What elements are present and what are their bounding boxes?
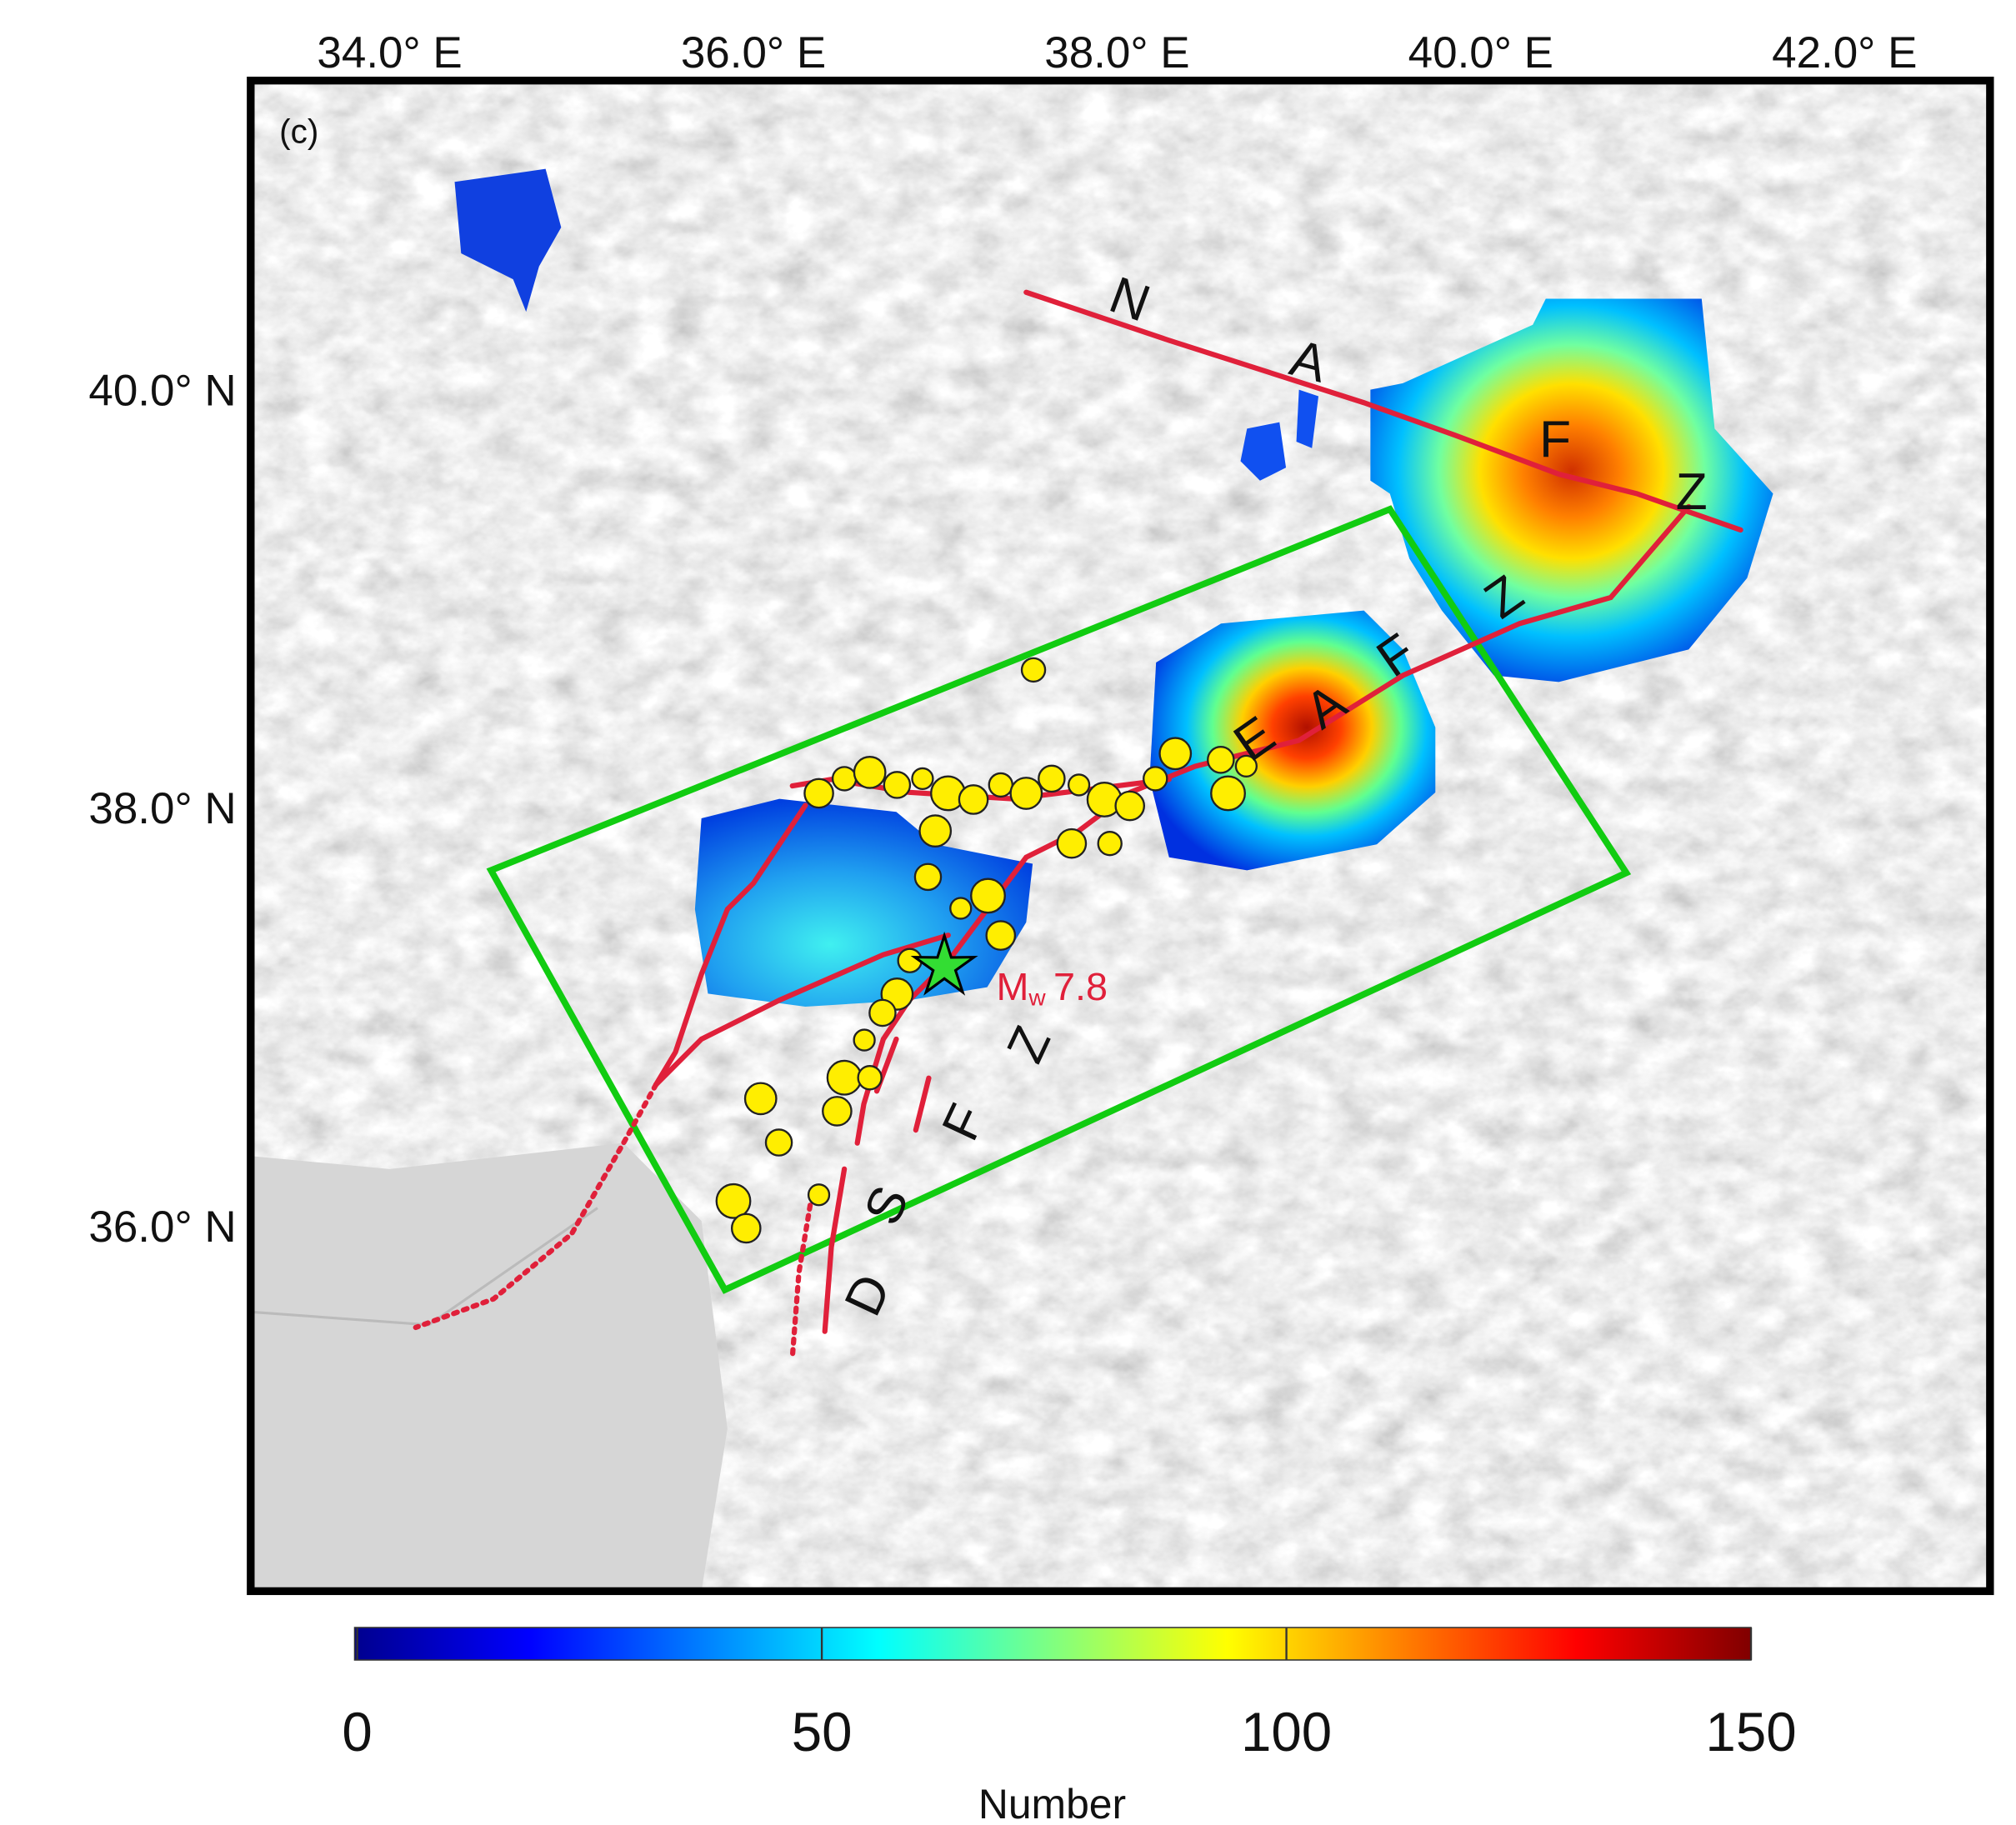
colorbar-ticks: 0 50 100 150: [342, 1628, 1797, 1762]
patch-nafz: [1370, 298, 1773, 682]
longitude-tick-label: 36.0° E: [681, 28, 826, 78]
fault-label-nafz-f: F: [1539, 412, 1571, 469]
aftershock-marker: [743, 1082, 778, 1116]
latitude-tick-label: 38.0° N: [88, 784, 236, 833]
colorbar: [353, 1627, 1752, 1661]
patch-small-north: [1240, 389, 1319, 481]
fault-western-branch: [653, 802, 808, 1088]
aftershock-marker: [1210, 775, 1246, 812]
longitude-ticks: 34.0° E 36.0° E 38.0° E 40.0° E 42.0° E: [317, 28, 1917, 78]
patch-northwest: [454, 168, 562, 312]
aftershock-marker: [803, 778, 834, 809]
aftershock-marker: [1097, 830, 1123, 857]
fault-dsfz-1: [854, 958, 951, 1146]
study-area-box: [486, 505, 1632, 1294]
aftershock-marker: [918, 814, 953, 848]
longitude-tick-label: 34.0° E: [317, 28, 462, 78]
aftershock-marker: [913, 862, 943, 892]
aftershock-marker: [868, 998, 897, 1028]
colorbar-tick-label: 50: [792, 1702, 853, 1762]
aftershock-marker: [807, 1183, 831, 1207]
fault-splay: [653, 932, 951, 1088]
longitude-tick-label: 40.0° E: [1408, 28, 1553, 78]
aftershock-marker: [1020, 657, 1047, 683]
map-frame: [247, 77, 1994, 1596]
aftershock-marker: [857, 1065, 883, 1091]
aftershock-marker: [831, 766, 858, 792]
aftershock-marker: [853, 755, 887, 789]
aftershock-marker: [1143, 766, 1168, 792]
aftershock-marker: [1067, 773, 1091, 797]
aftershock-marker: [988, 772, 1013, 798]
latitude-tick-label: 40.0° N: [88, 366, 236, 415]
fault-dsfz-4: [822, 1166, 848, 1334]
aftershock-marker: [1009, 777, 1043, 810]
longitude-tick-label: 38.0° E: [1044, 28, 1189, 78]
aftershock-marker: [1114, 790, 1146, 822]
aftershock-marker: [1158, 737, 1193, 771]
latitude-tick-label: 36.0° N: [88, 1202, 236, 1252]
colorbar-tick-label: 150: [1705, 1702, 1796, 1762]
colorbar-label: Number: [978, 1781, 1126, 1825]
colorbar-tick-label: 100: [1241, 1702, 1332, 1762]
aftershock-marker: [985, 920, 1017, 951]
aftershock-marker: [911, 767, 934, 791]
fault-nafz: [1023, 289, 1743, 533]
aftershock-marker: [958, 784, 989, 815]
fault-label-nafz-z: Z: [1676, 463, 1708, 521]
aftershock-marker: [949, 897, 973, 920]
colorbar-tick-label: 0: [342, 1702, 372, 1762]
longitude-tick-label: 42.0° E: [1772, 28, 1917, 78]
aftershock-marker: [715, 1182, 752, 1219]
aftershock-marker: [1056, 828, 1088, 859]
aftershock-marker: [883, 771, 912, 799]
fault-offshore: [413, 1082, 659, 1331]
aftershocks: [715, 657, 1258, 1244]
fault-dsfz-3: [913, 1075, 932, 1133]
aftershock-marker: [764, 1128, 793, 1157]
aftershock-marker: [1234, 754, 1258, 778]
map-area: Mw 7.8 N A F Z E A F Z D S F Z (c): [250, 80, 1990, 1592]
latitude-ticks: 40.0° N 38.0° N 36.0° N: [88, 366, 236, 1252]
fault-dsfz-dashed: [789, 1192, 815, 1360]
aftershock-marker: [853, 1028, 876, 1052]
mainshock-star-icon: [910, 931, 978, 996]
aftershock-marker: [826, 1059, 863, 1096]
aftershock-marker: [822, 1096, 853, 1127]
sea-area: [250, 1142, 728, 1592]
fault-eafz: [945, 503, 1692, 964]
aftershock-marker: [730, 1212, 762, 1244]
aftershock-marker: [1038, 764, 1066, 793]
panel-label: (c): [279, 112, 318, 151]
aftershock-marker: [970, 878, 1006, 914]
magnitude-label: Mw 7.8: [996, 965, 1108, 1010]
aftershock-marker: [1207, 746, 1235, 774]
